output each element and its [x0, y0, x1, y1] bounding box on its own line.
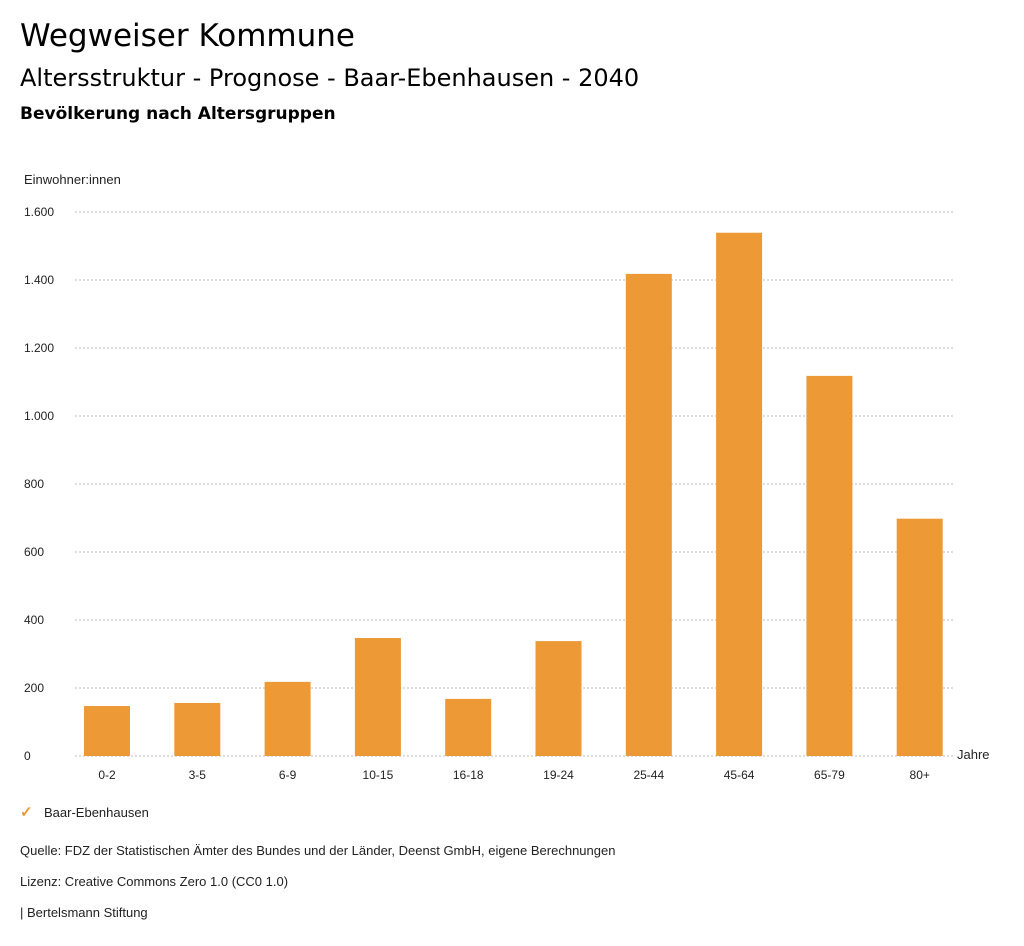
x-tick-label: 10-15: [363, 768, 394, 782]
y-tick-label: 200: [24, 681, 44, 695]
bar-3-5[interactable]: [174, 702, 221, 756]
bar-19-24[interactable]: [535, 641, 582, 756]
chart-subtitle: Altersstruktur - Prognose - Baar-Ebenhau…: [20, 64, 640, 92]
y-tick-label: 1.000: [24, 409, 54, 423]
bar-10-15[interactable]: [354, 638, 401, 756]
x-tick-label: 65-79: [814, 768, 845, 782]
legend-label: Baar-Ebenhausen: [44, 804, 149, 820]
license-note: Lizenz: Creative Commons Zero 1.0 (CC0 1…: [20, 874, 289, 889]
publisher-note: | Bertelsmann Stiftung: [20, 905, 148, 920]
y-tick-labels: 0 200 400 600 800 1.000 1.200 1.400 1.600: [24, 205, 54, 763]
x-tick-labels: 0-2 3-5 6-9 10-15 16-18 19-24 25-44 45-64 65-79 8…: [98, 768, 930, 782]
bar-45-64[interactable]: [716, 232, 763, 757]
x-tick-label: 0-2: [98, 768, 116, 782]
legend-item[interactable]: ✓ Baar-Ebenhausen: [20, 803, 149, 821]
bar-25-44[interactable]: [625, 273, 672, 756]
bar-6-9[interactable]: [264, 681, 311, 756]
bars: [84, 232, 943, 757]
x-tick-label: 16-18: [453, 768, 484, 782]
bar-chart: Einwohner:innen 0 200 400 600 800 1.000 1.200 1…: [24, 172, 990, 782]
check-icon: ✓: [20, 804, 33, 821]
x-tick-label: 45-64: [724, 768, 755, 782]
y-tick-label: 1.400: [24, 273, 54, 287]
y-tick-label: 800: [24, 477, 44, 491]
x-tick-label: 6-9: [279, 768, 297, 782]
chart-caption: Bevölkerung nach Altersgruppen: [20, 104, 336, 124]
y-tick-label: 1.600: [24, 205, 54, 219]
bar-65-79[interactable]: [806, 375, 853, 756]
y-tick-label: 400: [24, 613, 44, 627]
bar-0-2[interactable]: [84, 706, 130, 756]
y-tick-label: 0: [24, 749, 31, 763]
x-axis-label: Jahre: [957, 747, 990, 762]
page-title: Wegweiser Kommune: [20, 18, 355, 54]
x-tick-label: 19-24: [543, 768, 574, 782]
y-axis-label: Einwohner:innen: [24, 172, 121, 187]
y-tick-label: 1.200: [24, 341, 54, 355]
bar-80+[interactable]: [896, 518, 943, 756]
bar-16-18[interactable]: [445, 698, 492, 756]
source-note: Quelle: FDZ der Statistischen Ämter des …: [20, 843, 616, 858]
y-tick-label: 600: [24, 545, 44, 559]
x-tick-label: 25-44: [633, 768, 664, 782]
x-tick-label: 80+: [910, 768, 930, 782]
x-tick-label: 3-5: [189, 768, 207, 782]
